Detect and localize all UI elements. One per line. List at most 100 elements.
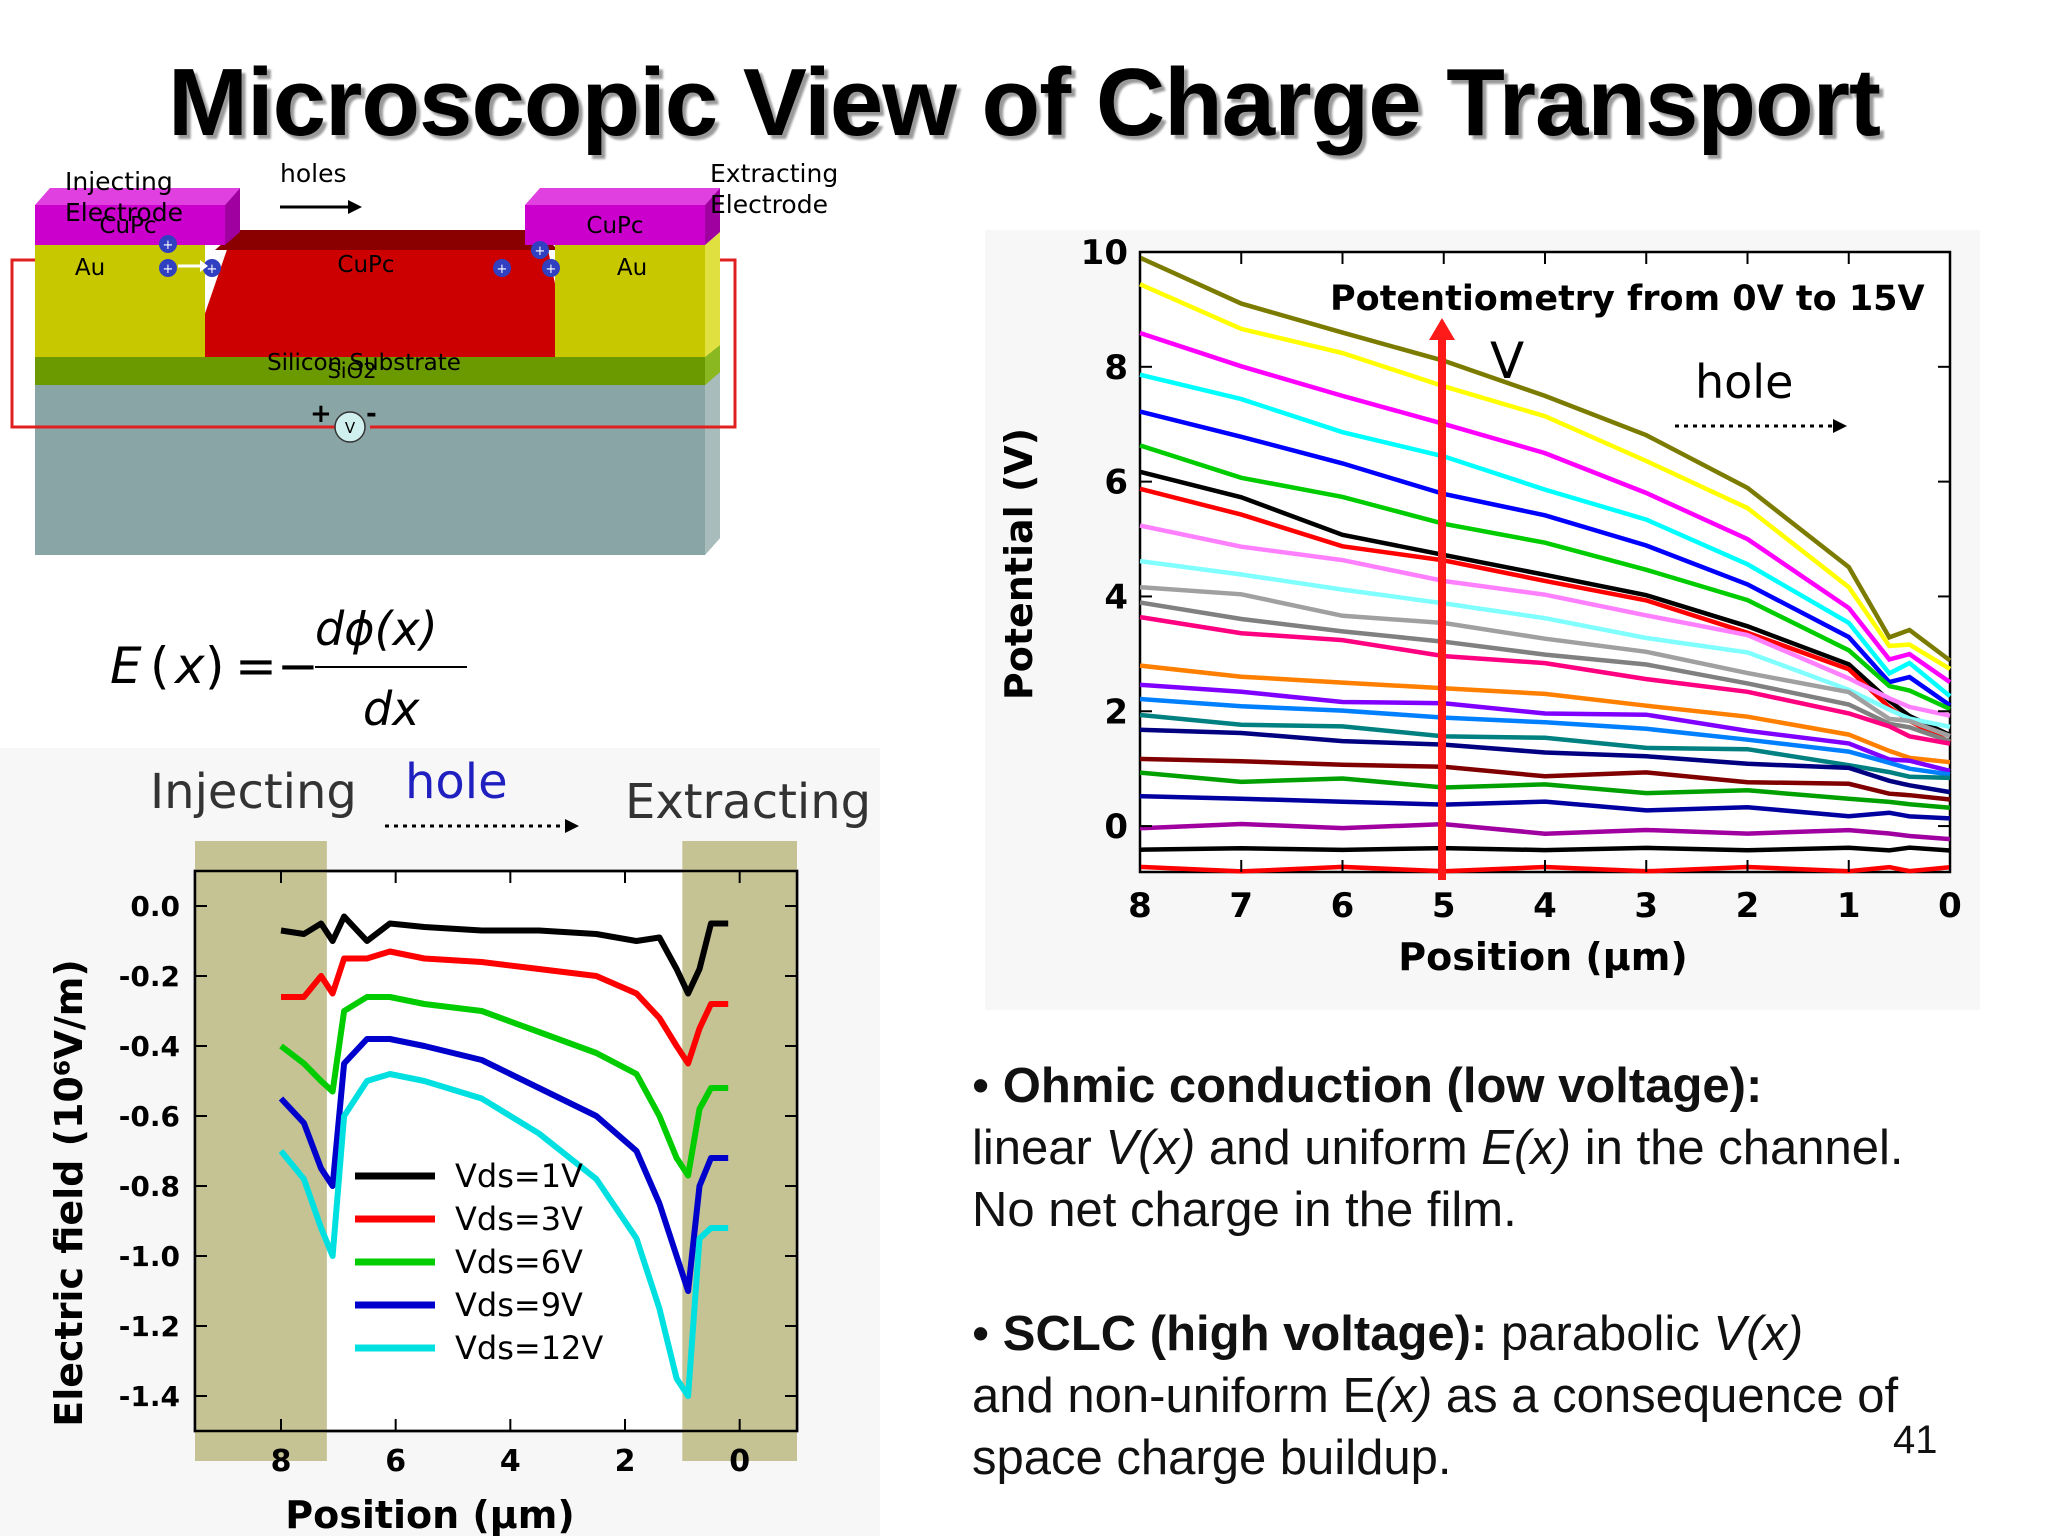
potentiometry-line-17 — [1139, 712, 1951, 781]
injecting-label: Injecting — [150, 764, 357, 820]
potentiometry-line-12 — [1139, 600, 1951, 744]
injecting-electrode-label-2: Electrode — [65, 198, 183, 227]
potentiometry-ytick-label: 8 — [1104, 348, 1128, 388]
potentiometry-xtick-label: 2 — [1736, 886, 1760, 926]
legend-label-5: Vds=12V — [455, 1329, 603, 1367]
legend-label-3: Vds=6V — [455, 1243, 583, 1281]
electric-field-ytick-label: -1.0 — [119, 1240, 180, 1273]
potentiometry-xlabel: Position (µm) — [1398, 935, 1687, 979]
equation-E: E — [110, 637, 142, 695]
potentiometry-line-15 — [1139, 682, 1951, 774]
voltage-arrow-label: V — [1490, 332, 1524, 390]
bullet-ohmic: • Ohmic conduction (low voltage): linear… — [972, 1059, 1904, 1237]
bullet-ohmic-heading: Ohmic conduction (low voltage): — [1002, 1059, 1763, 1113]
potentiometry-xtick-label: 4 — [1533, 886, 1557, 926]
potentiometry-line-19 — [1139, 756, 1951, 802]
potentiometry-xtick-label: 7 — [1229, 886, 1253, 926]
svg-text:+: + — [535, 244, 546, 259]
potentiometry-line-9 — [1139, 523, 1951, 718]
legend-label-2: Vds=3V — [455, 1200, 583, 1238]
potentiometry-ytick-label: 2 — [1104, 692, 1128, 732]
legend-label-1: Vds=1V — [455, 1157, 583, 1195]
voltmeter-label: V — [345, 419, 356, 437]
potentiometry-ytick-label: 4 — [1104, 577, 1128, 617]
extracting-electrode-label-2: Electrode — [710, 190, 828, 219]
potentiometry-xtick-label: 1 — [1837, 886, 1861, 926]
au-left-layer — [35, 245, 205, 357]
potentiometry-line-6 — [1139, 443, 1951, 712]
label-substrate: Silicon Substrate — [267, 350, 461, 376]
hole-charges: + + + + + + — [159, 235, 560, 277]
meter-plus-sign: + — [310, 399, 332, 429]
svg-text:+: + — [207, 262, 218, 277]
hole-label-right: hole — [1695, 355, 1793, 409]
bullet-sclc: • SCLC (high voltage): parabolic V(x) an… — [972, 1307, 1899, 1485]
page-number: 41 — [1893, 1418, 1938, 1462]
svg-text:+: + — [163, 238, 174, 253]
label-channel-cupc: CuPc — [337, 252, 394, 278]
electric-field-ytick-label: 0.0 — [130, 890, 180, 923]
svg-text:+: + — [546, 262, 557, 277]
electrode-region-2 — [682, 841, 797, 1461]
potentiometry-line-21 — [1139, 793, 1951, 821]
electric-field-ytick-label: -1.2 — [119, 1310, 180, 1343]
electric-field-ylabel: Electric field (10⁶V/m) — [47, 959, 91, 1427]
potentiometry-ytick-label: 10 — [1081, 233, 1128, 273]
device-diagram: V + - + + + + + + CuPc CuPc Au Au CuPc S… — [10, 188, 737, 555]
electric-field-xtick-label: 6 — [385, 1444, 406, 1479]
equation-equals: = — [235, 637, 277, 695]
potentiometry-line-4 — [1139, 372, 1952, 699]
electric-field-ytick-label: -0.8 — [119, 1170, 180, 1203]
circuit-wire-left — [10, 258, 335, 429]
electric-field-legend: Vds=1V Vds=3V Vds=6V Vds=9V Vds=12V — [355, 1157, 603, 1367]
potentiometry-series-group — [1139, 255, 1952, 874]
voltmeter-icon — [334, 411, 366, 443]
electric-field-line-5 — [278, 1071, 729, 1399]
electric-field-line-4 — [278, 1036, 729, 1294]
electric-field-xtick-label: 2 — [615, 1444, 636, 1479]
electric-field-xtick-label: 4 — [500, 1444, 521, 1479]
potentiometry-ytick-label: 0 — [1104, 807, 1128, 847]
potentiometry-line-3 — [1139, 330, 1952, 685]
electric-field-xtick-label: 8 — [271, 1444, 292, 1479]
device-header-labels: Injecting Electrode holes Extracting Ele… — [65, 159, 838, 227]
electric-field-line-1 — [280, 913, 729, 997]
channel-cupc-layer — [190, 235, 570, 357]
svg-text:+: + — [497, 262, 508, 277]
electrode-region-1 — [195, 841, 327, 1461]
label-oxide: SiO2 — [327, 359, 376, 383]
potentiometry-xtick-label: 6 — [1331, 886, 1355, 926]
potentiometry-line-16 — [1139, 696, 1951, 777]
legend-label-4: Vds=9V — [455, 1286, 583, 1324]
potentiometry-line-18 — [1139, 727, 1951, 795]
equation-x: x — [173, 637, 205, 695]
potentiometry-line-23 — [1139, 845, 1951, 853]
label-au-left: Au — [75, 255, 105, 281]
au-right-layer — [555, 245, 705, 357]
cupc-top-right-layer — [525, 205, 705, 245]
potentiometry-line-20 — [1139, 770, 1951, 811]
potentiometry-ytick-label: 6 — [1104, 463, 1128, 503]
circuit-wire-right — [370, 258, 737, 429]
potentiometry-xtick-label: 8 — [1128, 886, 1152, 926]
potentiometry-line-5 — [1139, 409, 1952, 708]
electric-field-ytick-label: -0.4 — [119, 1030, 180, 1063]
svg-text:): ) — [205, 637, 225, 695]
bullet-sclc-heading: SCLC (high voltage): — [1002, 1307, 1488, 1361]
extracting-electrode-label-1: Extracting — [710, 159, 838, 188]
label-au-right: Au — [617, 255, 647, 281]
potentiometry-line-22 — [1139, 821, 1951, 842]
cupc-top-left-layer — [35, 205, 225, 245]
potentiometry-xtick-label: 0 — [1938, 886, 1962, 926]
potentiometry-line-7 — [1139, 469, 1951, 738]
potentiometry-line-11 — [1139, 584, 1951, 739]
potentiometry-line-10 — [1139, 558, 1951, 730]
potentiometry-xtick-label: 3 — [1634, 886, 1658, 926]
potentiometry-line-1 — [1139, 255, 1952, 663]
electric-field-xtick-label: 0 — [729, 1444, 750, 1479]
potentiometry-ylabel: Potential (V) — [997, 428, 1041, 700]
potentiometry-title: Potentiometry from 0V to 15V — [1330, 279, 1925, 319]
injecting-electrode-label-1: Injecting — [65, 167, 173, 196]
electric-field-ytick-label: -0.6 — [119, 1100, 180, 1133]
electric-field-equation: E ( x ) = − dϕ(x) dx — [110, 602, 467, 736]
